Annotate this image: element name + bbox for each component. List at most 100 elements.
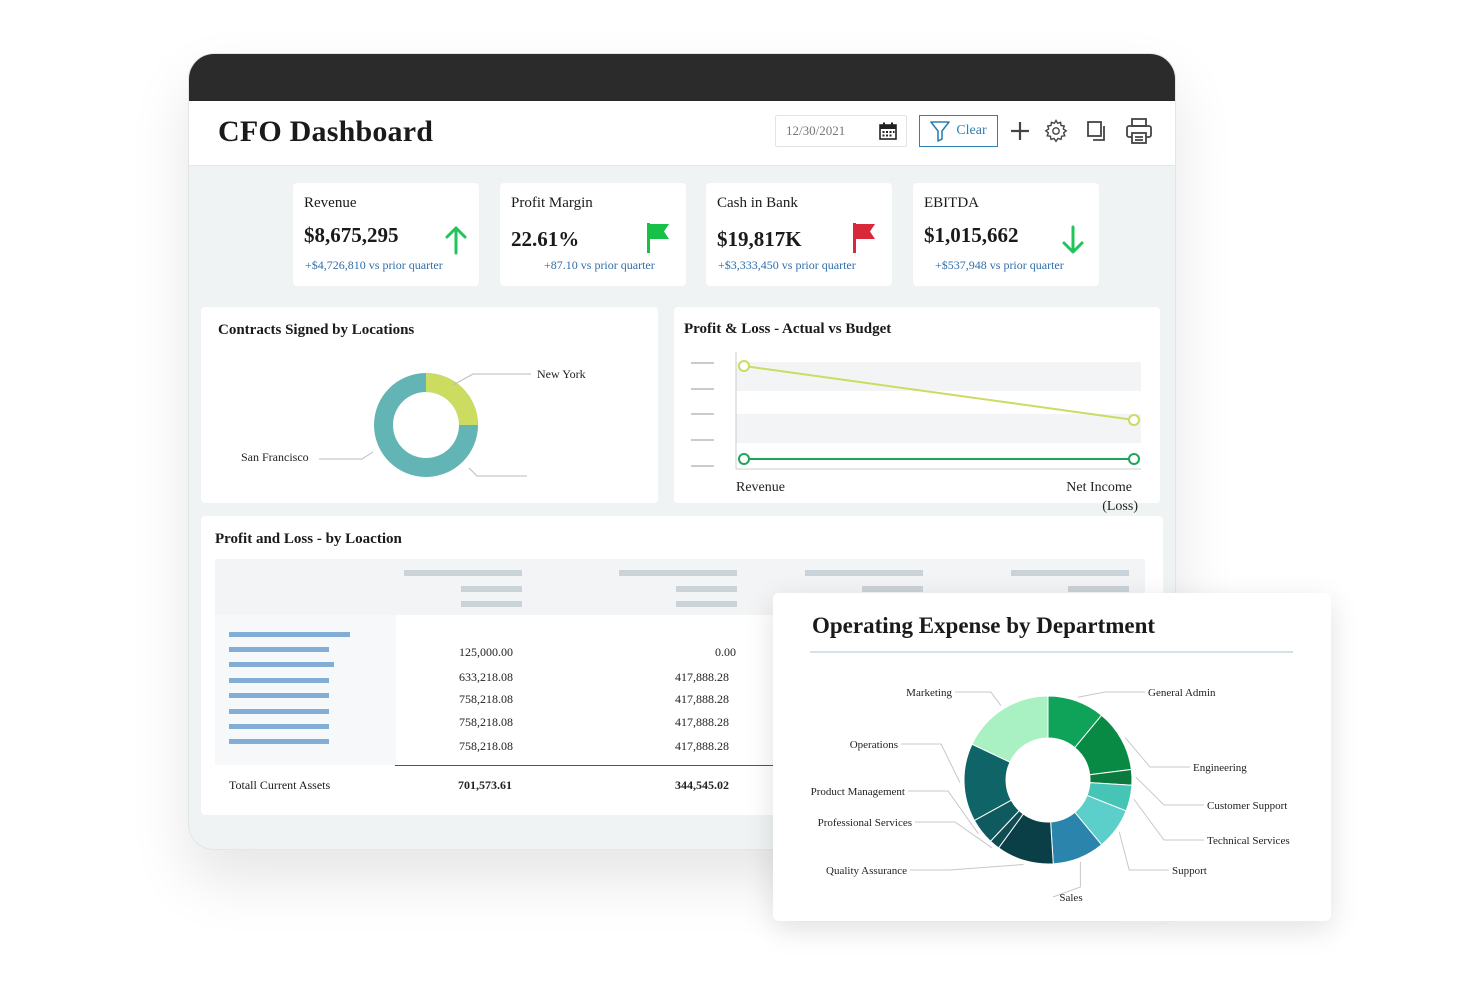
arrow-down-icon — [1062, 225, 1084, 254]
kpi-label: EBITDA — [924, 195, 979, 211]
x-tick-loss: (Loss) — [1102, 499, 1138, 514]
y-tick-placeholders — [691, 362, 714, 467]
table-cell: 758,218.08 — [459, 692, 513, 706]
x-tick-revenue: Revenue — [736, 480, 785, 495]
table-cell: 758,218.08 — [459, 739, 513, 753]
table-cell: 417,888.28 — [675, 739, 729, 753]
total-cell: 344,545.02 — [675, 778, 729, 792]
table-cell: 125,000.00 — [459, 645, 513, 659]
donut-label-engineering: Engineering — [1193, 762, 1247, 774]
leader-line — [468, 467, 527, 477]
leader-line — [1135, 776, 1204, 806]
pnl-chart-panel: Profit & Loss - Actual vs Budget Revenue… — [674, 307, 1160, 514]
opex-donut-chart: General Admin Engineering Customer Support… — [811, 687, 1290, 904]
contracts-title: Contracts Signed by Locations — [218, 322, 415, 338]
leader-line — [1052, 861, 1081, 898]
actual-point — [738, 453, 750, 465]
total-row-label: Totall Current Assets — [229, 778, 331, 792]
kpi-label: Cash in Bank — [717, 195, 798, 211]
calendar-icon[interactable] — [879, 122, 897, 140]
table-cell: 758,218.08 — [459, 715, 513, 729]
kpi-value: $1,015,662 — [924, 223, 1019, 247]
donut-label-customer-support: Customer Support — [1207, 800, 1287, 812]
donut-label-support: Support — [1172, 865, 1207, 877]
dashboard-header: CFO Dashboard Clear — [189, 101, 1175, 166]
leader-line — [955, 691, 1002, 706]
leader-line — [908, 790, 979, 835]
leader-line — [452, 373, 531, 386]
kpi-value: 22.61% — [511, 227, 580, 251]
pnl-table-title: Profit and Loss - by Loaction — [215, 531, 402, 547]
leader-line — [915, 821, 993, 849]
donut-label-san-francisco: San Francisco — [241, 450, 309, 464]
date-field[interactable] — [775, 115, 907, 147]
donut-label-technical-services: Technical Services — [1207, 835, 1290, 847]
donut-label-general-admin: General Admin — [1148, 687, 1216, 699]
row-label-column — [215, 615, 396, 765]
filter-icon — [930, 121, 951, 142]
clear-label: Clear — [956, 123, 987, 138]
leader-line — [1118, 831, 1169, 871]
leader-line — [901, 743, 961, 783]
kpi-delta: +$4,726,810 vs prior quarter — [305, 258, 443, 272]
table-cell: 417,888.28 — [675, 670, 729, 684]
contracts-panel: Contracts Signed by Locations New York S… — [201, 307, 658, 503]
kpi-delta: +$3,333,450 vs prior quarter — [718, 258, 856, 272]
donut-label-sales: Sales — [1059, 892, 1082, 904]
red-flag-icon — [853, 223, 875, 253]
kpi-label: Revenue — [304, 195, 357, 211]
table-cell: 417,888.28 — [675, 692, 729, 706]
copy-icon[interactable] — [1085, 119, 1109, 143]
grid-band — [736, 362, 1141, 391]
kpi-card-revenue[interactable]: Revenue $8,675,295 +$4,726,810 vs prior … — [293, 183, 479, 286]
opex-title: Operating Expense by Department — [812, 613, 1156, 638]
table-cell: 417,888.28 — [675, 715, 729, 729]
green-flag-icon — [647, 223, 669, 253]
page-title: CFO Dashboard — [218, 115, 434, 148]
header-placeholders — [404, 570, 1129, 607]
table-cell: 633,218.08 — [459, 670, 513, 684]
kpi-delta: +87.10 vs prior quarter — [544, 258, 655, 272]
kpi-value: $8,675,295 — [304, 223, 399, 247]
kpi-delta: +$537,948 vs prior quarter — [935, 258, 1064, 272]
kpi-label: Profit Margin — [511, 195, 593, 211]
donut-label-product-management: Product Management — [811, 786, 905, 798]
row-label-placeholders — [229, 632, 350, 744]
leader-line — [910, 864, 1024, 871]
donut-label-marketing: Marketing — [906, 687, 952, 699]
grid-band — [736, 414, 1141, 443]
total-divider — [395, 765, 795, 766]
donut-slice-marketing — [971, 695, 1049, 763]
budget-point — [1128, 414, 1140, 426]
kpi-card-cash-in-bank[interactable]: Cash in Bank $19,817K +$3,333,450 vs pri… — [706, 183, 892, 286]
donut-slice-new-york — [426, 373, 478, 425]
pnl-chart-title: Profit & Loss - Actual vs Budget — [684, 321, 892, 337]
donut-label-professional-services: Professional Services — [818, 817, 912, 829]
budget-point — [738, 360, 750, 372]
gear-icon[interactable] — [1044, 119, 1068, 143]
opex-panel: Operating Expense by Department General … — [773, 593, 1331, 921]
kpi-value: $19,817K — [717, 227, 802, 251]
clear-filter-button[interactable]: Clear — [919, 115, 998, 147]
kpi-card-profit-margin[interactable]: Profit Margin 22.61% +87.10 vs prior qua… — [500, 183, 686, 286]
contracts-donut-chart: New York San Francisco — [241, 367, 586, 477]
donut-label-operations: Operations — [850, 739, 898, 751]
print-icon[interactable] — [1125, 117, 1153, 145]
leader-line — [319, 451, 374, 460]
budget-line — [743, 365, 1135, 421]
window-titlebar — [189, 54, 1175, 101]
table-cell: 0.00 — [715, 645, 736, 659]
opex-title-rule — [810, 651, 1293, 653]
total-cell: 701,573.61 — [458, 778, 512, 792]
donut-label-new-york: New York — [537, 367, 586, 381]
leader-line — [1133, 798, 1204, 841]
actual-point — [1128, 453, 1140, 465]
arrow-up-icon — [445, 226, 467, 255]
pnl-line-chart: Revenue Net Income (Loss) — [691, 352, 1141, 514]
kpi-card-ebitda[interactable]: EBITDA $1,015,662 +$537,948 vs prior qua… — [913, 183, 1099, 286]
leader-line — [1077, 691, 1145, 698]
donut-label-quality-assurance: Quality Assurance — [826, 865, 907, 877]
leader-line — [1124, 737, 1190, 768]
x-tick-net-income: Net Income — [1066, 480, 1132, 495]
add-icon[interactable] — [1008, 119, 1032, 143]
